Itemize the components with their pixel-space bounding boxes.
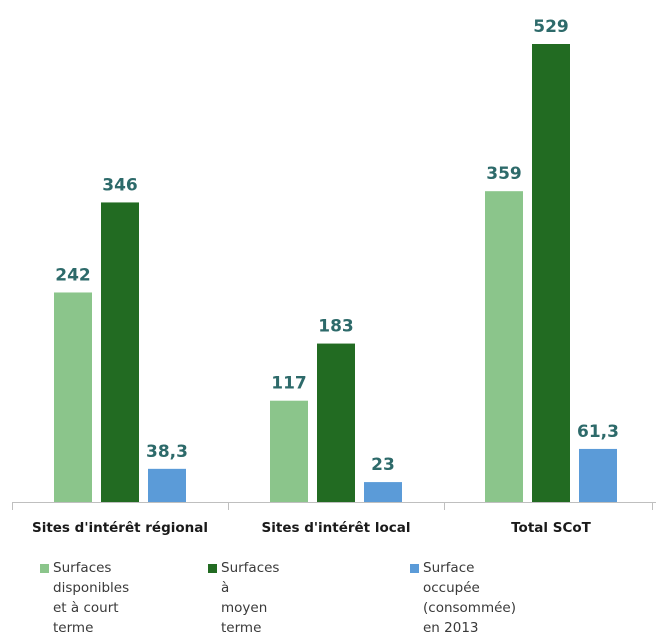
data-label-sites-d-interet-local-series-3: 23 bbox=[371, 455, 395, 475]
bar-sites-d-interet-regional-series-3 bbox=[148, 468, 186, 502]
legend-swatch-surfaces-moyen-terme bbox=[208, 564, 217, 573]
bar-total-scot-series-3 bbox=[579, 448, 617, 502]
bar-sites-d-interet-local-series-1 bbox=[270, 400, 308, 502]
chart-legend: Surfaces disponibles et à court terme Su… bbox=[40, 558, 650, 636]
legend-swatch-surface-occupee bbox=[410, 564, 419, 573]
data-label-sites-d-interet-local-series-2: 183 bbox=[318, 317, 354, 337]
data-label-total-scot-series-3: 61,3 bbox=[577, 422, 619, 442]
data-label-sites-d-interet-regional-series-1: 242 bbox=[55, 265, 91, 285]
category-label-total-scot: Total SCoT bbox=[511, 520, 591, 536]
legend-label-surface-occupee: Surface occupée (consommée) en 2013 bbox=[423, 560, 516, 636]
legend-label-surfaces-disponibles: Surfaces disponibles et à court terme bbox=[53, 560, 130, 636]
legend-label-surfaces-moyen-terme: Surfaces à moyen terme bbox=[221, 560, 280, 636]
category-label-sites-d-interet-local: Sites d'intérêt local bbox=[262, 520, 411, 536]
bar-sites-d-interet-regional-series-2 bbox=[101, 202, 139, 502]
bar-total-scot-series-2 bbox=[532, 44, 570, 502]
legend-swatch-surfaces-disponibles bbox=[40, 564, 49, 573]
bar-sites-d-interet-local-series-2 bbox=[317, 343, 355, 502]
data-label-total-scot-series-1: 359 bbox=[486, 164, 522, 184]
data-label-sites-d-interet-regional-series-2: 346 bbox=[102, 175, 138, 195]
bar-sites-d-interet-local-series-3 bbox=[364, 482, 402, 502]
bar-total-scot-series-1 bbox=[485, 191, 523, 503]
data-label-sites-d-interet-regional-series-3: 38,3 bbox=[146, 442, 188, 462]
bar-chart: 242 346 38,3 Sites d'intérêt régional 117 183… bbox=[12, 17, 656, 536]
data-label-total-scot-series-2: 529 bbox=[533, 17, 569, 37]
data-label-sites-d-interet-local-series-1: 117 bbox=[271, 374, 307, 394]
category-label-sites-d-interet-regional: Sites d'intérêt régional bbox=[32, 520, 208, 536]
bar-sites-d-interet-regional-series-1 bbox=[54, 292, 92, 502]
